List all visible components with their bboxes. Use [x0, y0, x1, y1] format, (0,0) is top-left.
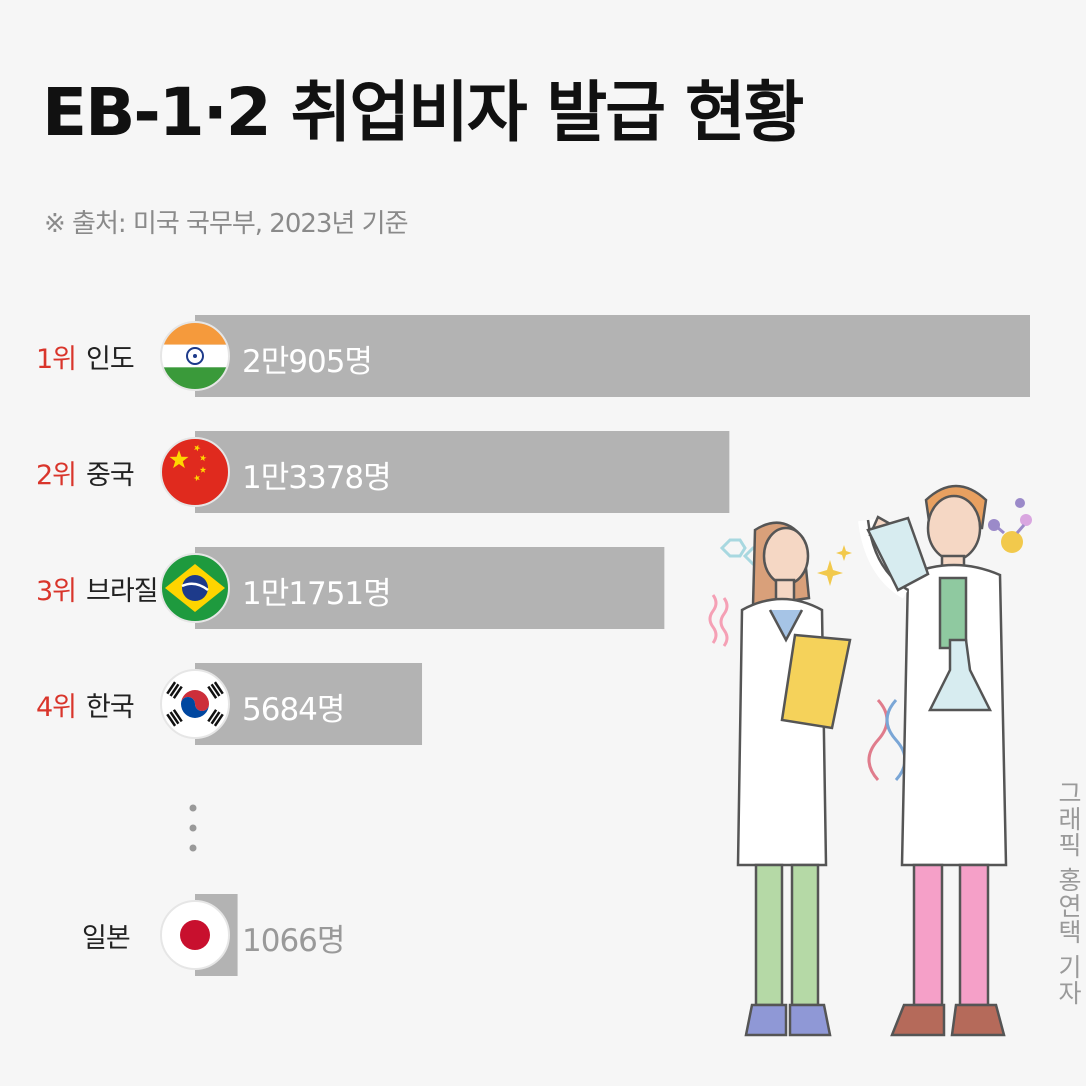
man-scientist — [858, 484, 1008, 1037]
ellipsis-dots — [189, 804, 197, 852]
korea-flag-icon — [160, 669, 230, 739]
japan-flag-icon — [160, 900, 230, 970]
atom-decoration — [988, 498, 1032, 553]
scientists-illustration — [708, 484, 1032, 1037]
rank-label: 2위 — [36, 460, 77, 491]
rank-label: 1위 — [36, 344, 77, 375]
row-label-3: 3위 브라질 — [36, 569, 159, 608]
rank-label: 4위 — [36, 692, 77, 723]
row-label-1: 1위 인도 — [36, 337, 135, 376]
source-note: ※ 출처: 미국 국무부, 2023년 기준 — [44, 209, 409, 239]
sparkle-decoration — [817, 545, 852, 586]
india-flag-icon — [160, 321, 230, 391]
graphic-credit: 그래픽 홍연택 기자 — [1054, 780, 1083, 1006]
bar-value-label: 1만3378명 — [242, 460, 392, 496]
wave-decoration — [708, 594, 729, 647]
row-label-2: 2위 중국 — [36, 453, 135, 492]
bars-group — [195, 315, 1030, 976]
bar-3 — [195, 547, 665, 629]
row-label-5: 일본 — [82, 916, 131, 955]
rank-label: 3위 — [36, 576, 77, 607]
brazil-flag-icon — [160, 553, 230, 623]
bar-1 — [195, 315, 1030, 397]
bar-value-label: 5684명 — [242, 692, 345, 728]
dna-decoration — [867, 698, 907, 782]
bar-value-label: 1만1751명 — [242, 576, 392, 612]
page-title: EB-1·2 취업비자 발급 현황 — [42, 74, 804, 151]
bar-value-label: 2만905명 — [242, 344, 373, 380]
country-label: 중국 — [86, 460, 135, 491]
bar-2 — [195, 431, 730, 513]
bar-value-label: 1066명 — [242, 923, 345, 959]
country-label: 일본 — [82, 923, 131, 954]
country-label: 한국 — [86, 692, 135, 723]
flags-group — [160, 321, 230, 970]
bar-4 — [195, 663, 423, 745]
row-label-4: 4위 한국 — [36, 685, 135, 724]
country-label: 브라질 — [86, 576, 159, 607]
china-flag-icon — [160, 437, 230, 507]
woman-scientist — [736, 521, 852, 1037]
country-label: 인도 — [86, 344, 135, 375]
